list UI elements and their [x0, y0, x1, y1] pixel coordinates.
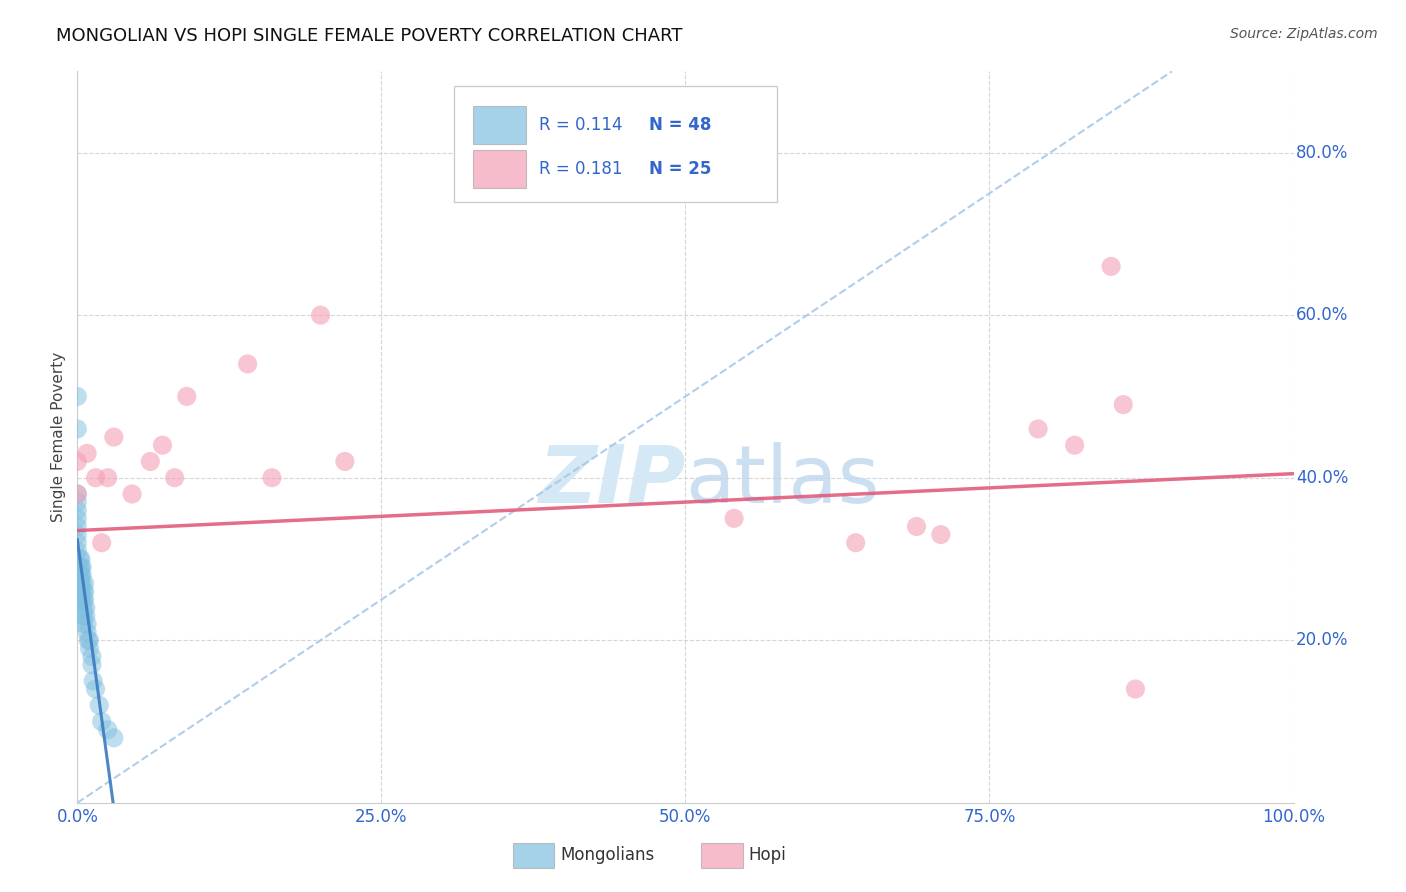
Point	[90, 714, 112, 729]
Point	[69, 592, 91, 607]
Point	[66, 511, 89, 525]
Text: MONGOLIAN VS HOPI SINGLE FEMALE POVERTY CORRELATION CHART: MONGOLIAN VS HOPI SINGLE FEMALE POVERTY …	[56, 27, 683, 45]
Point	[72, 584, 94, 599]
Point	[1112, 398, 1135, 412]
Point	[69, 584, 91, 599]
FancyBboxPatch shape	[472, 150, 526, 187]
Point	[72, 617, 94, 632]
Point	[90, 535, 112, 549]
Point	[66, 389, 89, 403]
Text: Hopi: Hopi	[748, 847, 786, 864]
Text: Mongolians: Mongolians	[560, 847, 654, 864]
Point	[103, 430, 125, 444]
Point	[845, 535, 868, 549]
Text: N = 48: N = 48	[650, 116, 711, 134]
Point	[82, 673, 104, 688]
Text: ZIP: ZIP	[538, 442, 686, 520]
Point	[66, 495, 89, 509]
Point	[72, 592, 94, 607]
Point	[84, 681, 107, 696]
Text: 80.0%: 80.0%	[1296, 144, 1348, 161]
Point	[163, 471, 186, 485]
Point	[75, 600, 97, 615]
Point	[1099, 260, 1122, 274]
Text: Source: ZipAtlas.com: Source: ZipAtlas.com	[1230, 27, 1378, 41]
Point	[69, 576, 91, 591]
Point	[236, 357, 259, 371]
Point	[72, 608, 94, 623]
Text: 20.0%: 20.0%	[1296, 632, 1348, 649]
Point	[121, 487, 143, 501]
Point	[73, 576, 96, 591]
Point	[1026, 422, 1049, 436]
Point	[309, 308, 332, 322]
FancyBboxPatch shape	[472, 106, 526, 144]
Point	[79, 641, 101, 656]
Point	[139, 454, 162, 468]
Text: R = 0.114: R = 0.114	[540, 116, 623, 134]
Y-axis label: Single Female Poverty: Single Female Poverty	[51, 352, 66, 522]
Point	[66, 519, 89, 533]
Text: 60.0%: 60.0%	[1296, 306, 1348, 324]
Point	[66, 503, 89, 517]
Point	[76, 446, 98, 460]
Point	[70, 568, 93, 582]
Point	[66, 487, 89, 501]
Point	[70, 576, 93, 591]
Point	[70, 560, 93, 574]
Point	[72, 600, 94, 615]
Point	[73, 592, 96, 607]
Point	[80, 649, 103, 664]
Point	[66, 487, 89, 501]
Point	[69, 560, 91, 574]
Text: N = 25: N = 25	[650, 160, 711, 178]
Point	[70, 552, 93, 566]
Point	[905, 519, 928, 533]
Point	[70, 560, 93, 574]
Point	[97, 471, 120, 485]
Point	[76, 617, 98, 632]
Point	[84, 471, 107, 485]
Point	[66, 535, 89, 549]
Point	[260, 471, 283, 485]
Point	[79, 633, 101, 648]
Point	[66, 544, 89, 558]
FancyBboxPatch shape	[454, 86, 776, 202]
Point	[70, 576, 93, 591]
Point	[80, 657, 103, 672]
Point	[66, 454, 89, 468]
Point	[66, 422, 89, 436]
FancyBboxPatch shape	[702, 843, 742, 868]
Point	[929, 527, 952, 541]
Point	[89, 698, 111, 713]
Point	[176, 389, 198, 403]
Point	[152, 438, 174, 452]
Point	[77, 633, 100, 648]
Point	[69, 552, 91, 566]
FancyBboxPatch shape	[513, 843, 554, 868]
Point	[70, 584, 93, 599]
Point	[333, 454, 356, 468]
Point	[1125, 681, 1147, 696]
Point	[73, 584, 96, 599]
Point	[75, 608, 97, 623]
Text: atlas: atlas	[686, 442, 880, 520]
Text: R = 0.181: R = 0.181	[540, 160, 623, 178]
Point	[1063, 438, 1085, 452]
Point	[70, 592, 93, 607]
Point	[103, 731, 125, 745]
Point	[69, 568, 91, 582]
Point	[70, 568, 93, 582]
Point	[66, 527, 89, 541]
Point	[723, 511, 745, 525]
Text: 40.0%: 40.0%	[1296, 468, 1348, 487]
Point	[97, 723, 120, 737]
Point	[76, 625, 98, 640]
